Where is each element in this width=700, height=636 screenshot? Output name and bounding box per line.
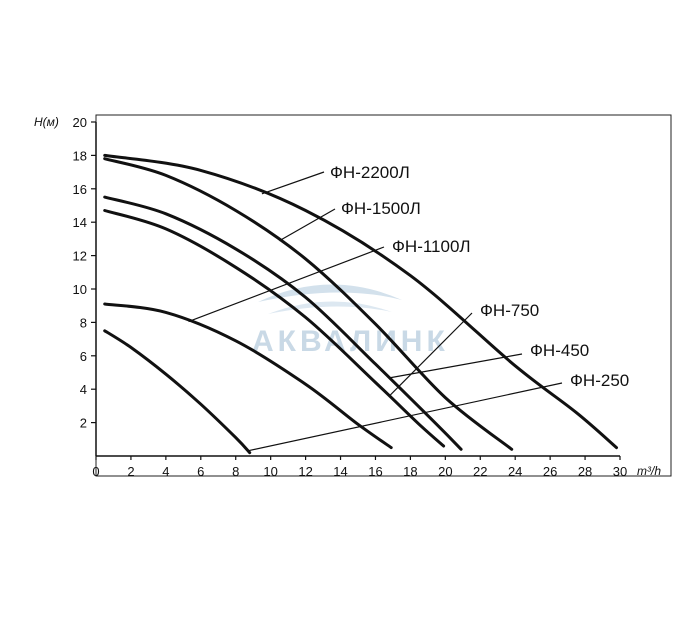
x-tick-label: 26	[543, 464, 557, 479]
x-tick-label: 4	[162, 464, 169, 479]
y-tick-label: 14	[73, 215, 87, 230]
y-tick-label: 20	[73, 115, 87, 130]
y-tick-label: 18	[73, 148, 87, 163]
x-tick-label: 12	[298, 464, 312, 479]
y-tick-label: 16	[73, 182, 87, 197]
watermark-logo: АКВАЛИНК	[252, 284, 449, 358]
x-tick-label: 2	[127, 464, 134, 479]
y-tick-label: 6	[80, 349, 87, 364]
curve-фн-1100л	[103, 195, 463, 451]
curve-label: ФН-1500Л	[341, 199, 421, 218]
curve-label: ФН-1100Л	[392, 237, 471, 256]
leader-line	[389, 312, 473, 397]
watermark-wave-1	[258, 284, 402, 302]
x-tick-label: 14	[333, 464, 347, 479]
curve-label: ФН-450	[530, 341, 589, 360]
x-tick-label: 20	[438, 464, 452, 479]
x-tick-label: 30	[613, 464, 627, 479]
x-tick-label: 28	[578, 464, 592, 479]
leader-line	[247, 382, 563, 452]
x-axis-ticks: 0 2 4 6 8 10 12 14 16 18 20 22 24 26 28 30	[92, 456, 627, 479]
label-leader-lines	[188, 171, 563, 452]
x-tick-label: 0	[92, 464, 99, 479]
curve-фн-2200л	[103, 153, 618, 450]
curve-фн-750	[103, 209, 446, 448]
leader-line	[389, 353, 523, 379]
watermark-wave-2	[268, 301, 392, 314]
y-axis-label: H(м)	[34, 115, 59, 129]
leader-line	[279, 208, 336, 242]
x-tick-label: 16	[368, 464, 382, 479]
x-tick-label: 24	[508, 464, 522, 479]
leader-line	[261, 171, 325, 195]
performance-curves	[103, 153, 618, 455]
y-axis-ticks: 2 4 6 8 10 12 14 16 18 20	[73, 115, 96, 431]
x-tick-label: 18	[403, 464, 417, 479]
y-tick-label: 8	[80, 315, 87, 330]
y-tick-label: 2	[80, 416, 87, 431]
y-tick-label: 12	[73, 249, 87, 264]
y-tick-label: 4	[80, 382, 87, 397]
curve-фн-250	[103, 329, 252, 455]
curve-label: ФН-250	[570, 371, 629, 390]
curve-label: ФН-2200Л	[330, 163, 410, 182]
x-tick-label: 10	[263, 464, 277, 479]
watermark-text: АКВАЛИНК	[252, 325, 449, 358]
x-tick-label: 8	[232, 464, 239, 479]
x-tick-label: 6	[197, 464, 204, 479]
x-tick-label: 22	[473, 464, 487, 479]
leader-line	[188, 246, 385, 323]
curve-labels: ФН-2200Л ФН-1500Л ФН-1100Л ФН-750 ФН-450 ФН-2…	[330, 163, 629, 390]
x-axis-label: m³/h	[637, 464, 661, 478]
y-tick-label: 10	[73, 282, 87, 297]
curve-фн-1500л	[103, 157, 514, 451]
curve-label: ФН-750	[480, 301, 539, 320]
curve-фн-450	[103, 302, 393, 450]
